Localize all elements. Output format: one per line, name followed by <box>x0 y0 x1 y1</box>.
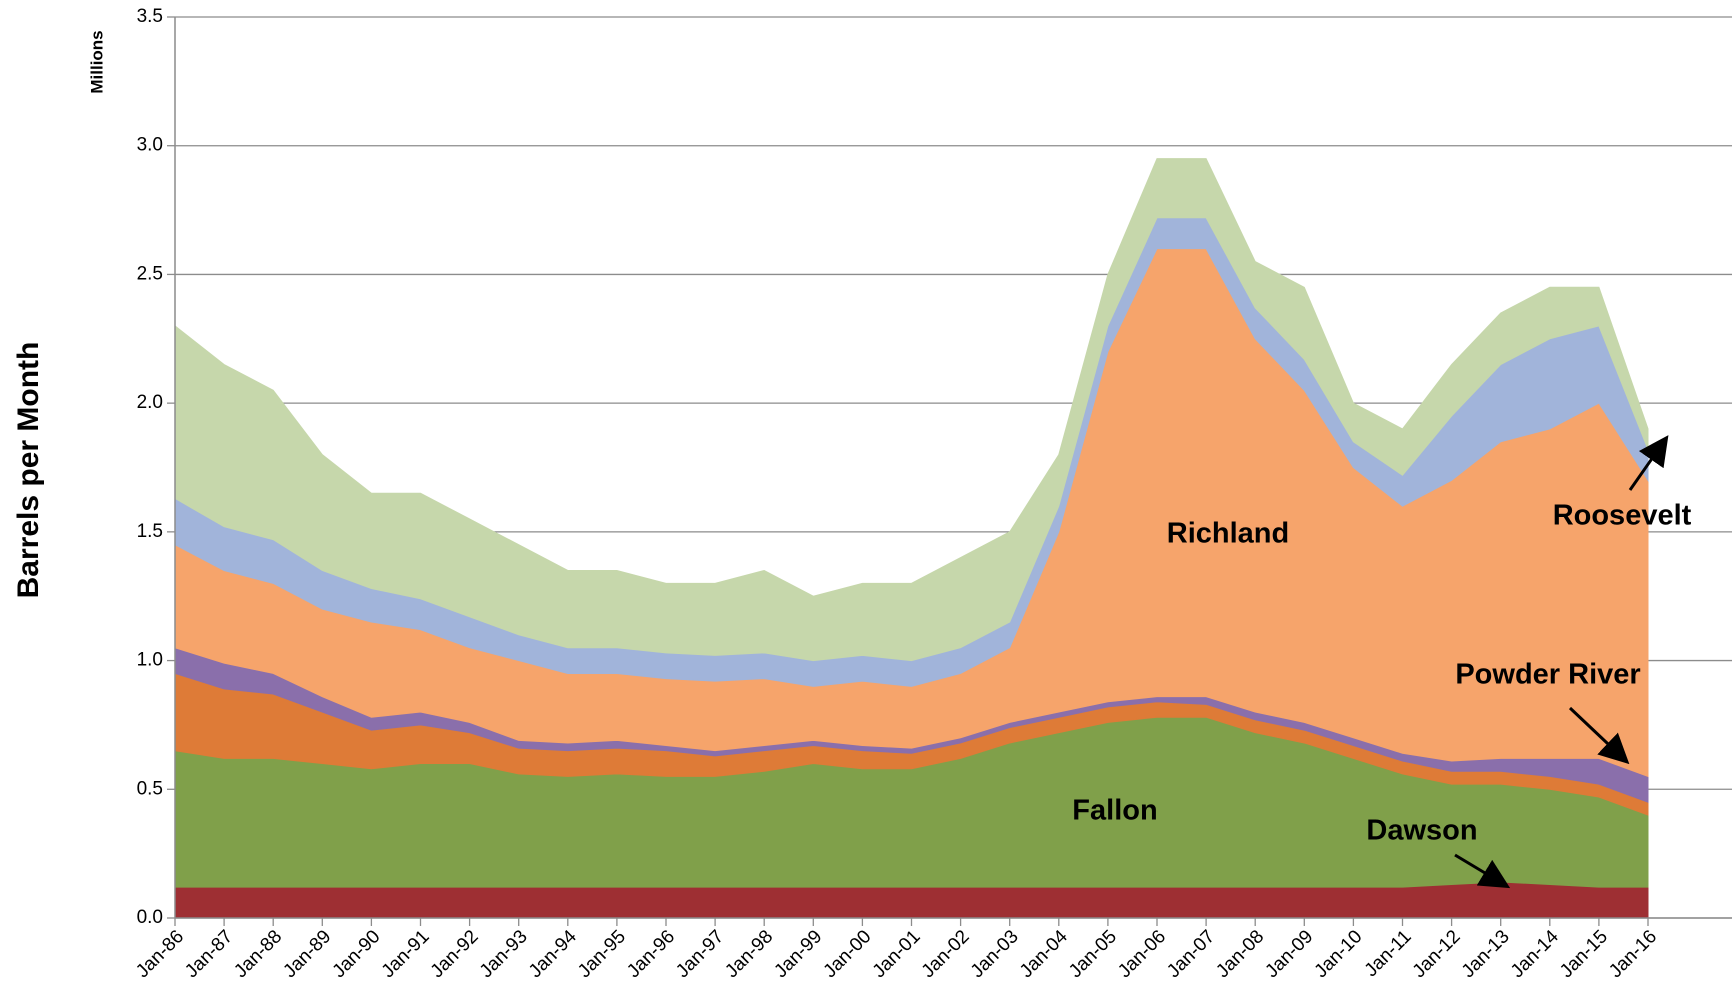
x-tick-label: Jan-12 <box>1409 926 1465 982</box>
annotation: Richland <box>1167 518 1289 550</box>
x-tick-label: Jan-13 <box>1458 926 1514 982</box>
x-tick-label: Jan-08 <box>1212 926 1268 982</box>
arrow <box>1628 435 1669 491</box>
x-tick-label: Jan-96 <box>623 926 679 982</box>
x-tick-label: Jan-91 <box>378 926 434 982</box>
arrow <box>1454 853 1511 889</box>
annotation: Powder River <box>1455 659 1640 691</box>
y-tick-label: 3.5 <box>137 6 163 27</box>
x-tick-label: Jan-00 <box>820 926 876 982</box>
x-tick-label: Jan-03 <box>967 926 1023 982</box>
x-tick-label: Jan-01 <box>869 926 925 982</box>
x-tick-label: Jan-16 <box>1605 926 1661 982</box>
unit-label: Millions <box>87 30 106 93</box>
x-tick-label: Jan-95 <box>574 926 630 982</box>
x-tick-label: Jan-07 <box>1163 926 1219 982</box>
x-tick-label: Jan-15 <box>1556 926 1612 982</box>
x-tick-label: Jan-09 <box>1261 926 1317 982</box>
x-tick-label: Jan-90 <box>329 926 385 982</box>
x-tick-label: Jan-14 <box>1507 926 1563 982</box>
x-tick-label: Jan-97 <box>672 926 728 982</box>
y-tick-label: 2.0 <box>137 392 163 413</box>
x-tick-label: Jan-05 <box>1065 926 1121 982</box>
y-tick-label: 0.5 <box>137 778 163 799</box>
annotation: Fallon <box>1072 795 1157 827</box>
x-tick-label: Jan-11 <box>1361 926 1416 981</box>
x-tick-label: Jan-86 <box>132 926 188 982</box>
x-tick-label: Jan-88 <box>230 926 286 982</box>
y-tick-label: 2.5 <box>137 263 163 284</box>
x-tick-label: Jan-87 <box>181 926 237 982</box>
x-tick-label: Jan-93 <box>476 926 532 982</box>
x-tick-label: Jan-99 <box>770 926 826 982</box>
x-tick-label: Jan-02 <box>918 926 974 982</box>
y-tick-label: 0.0 <box>137 907 163 928</box>
y-tick-label: 1.0 <box>137 650 163 671</box>
x-tick-label: Jan-92 <box>427 926 483 982</box>
x-tick-label: Jan-04 <box>1016 926 1072 982</box>
x-tick-label: Jan-06 <box>1114 926 1170 982</box>
y-tick-label: 1.5 <box>137 521 163 542</box>
annotation: Roosevelt <box>1553 500 1692 532</box>
annotation: Dawson <box>1366 815 1477 847</box>
x-tick-label: Jan-89 <box>279 926 335 982</box>
x-tick-label: Jan-94 <box>525 926 581 982</box>
arrow <box>1568 706 1630 765</box>
y-axis-label: Barrels per Month <box>12 342 45 599</box>
y-tick-label: 3.0 <box>137 135 163 156</box>
x-tick-label: Jan-98 <box>721 926 777 982</box>
x-tick-label: Jan-10 <box>1311 926 1367 982</box>
